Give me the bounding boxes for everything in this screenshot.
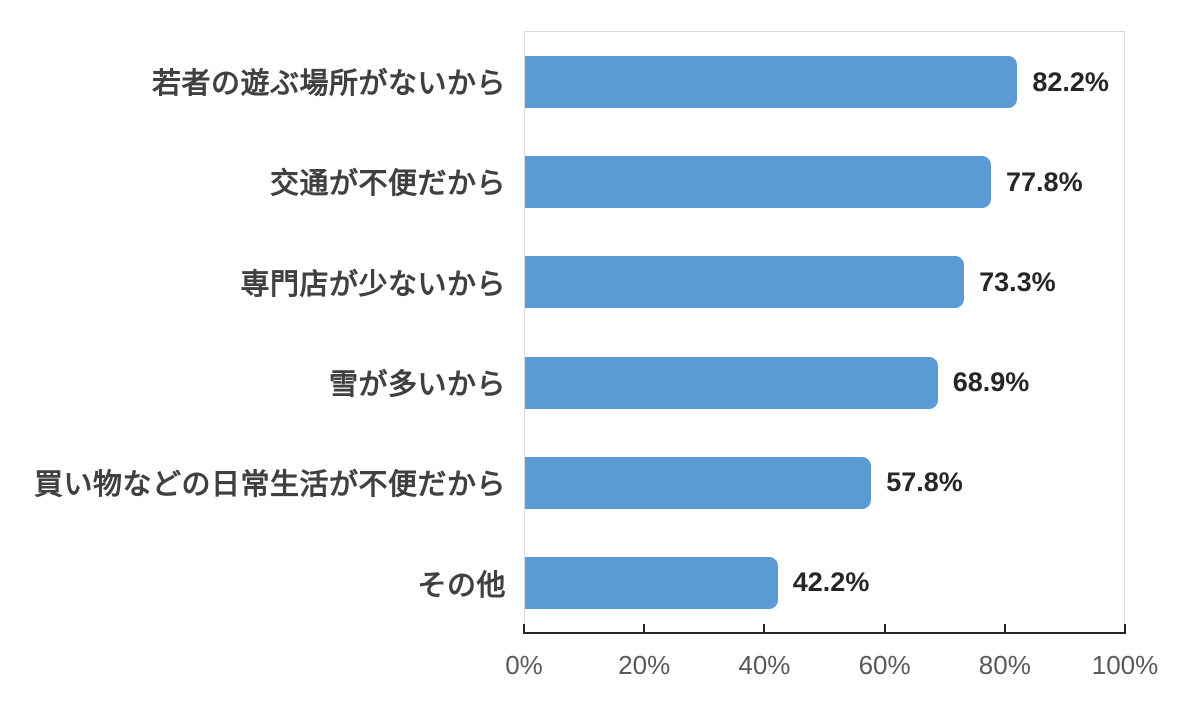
- bar: [525, 356, 938, 409]
- data-label: 68.9%: [952, 367, 1030, 398]
- bar: [525, 156, 992, 209]
- bar-row: 82.2%: [525, 32, 1124, 132]
- bar: [525, 456, 872, 509]
- bar: [525, 256, 965, 309]
- x-axis-tick: [763, 624, 766, 632]
- x-axis-tick: [1003, 624, 1006, 632]
- bar-row: 57.8%: [525, 433, 1124, 533]
- x-tick-label: 20%: [618, 650, 671, 680]
- x-axis-tick: [883, 624, 886, 632]
- data-label: 42.2%: [792, 567, 870, 598]
- x-tick-label: 80%: [978, 650, 1031, 680]
- x-axis-tick: [523, 624, 525, 632]
- plot-area: 82.2% 77.8% 73.3% 68.9% 57.8% 42.2%: [524, 31, 1125, 633]
- data-label: 77.8%: [1006, 166, 1083, 197]
- category-label: 交通が不便だから: [269, 168, 506, 201]
- x-tick-label: 40%: [738, 650, 791, 680]
- category-label: 専門店が少ないから: [240, 268, 506, 301]
- data-label: 82.2%: [1032, 66, 1109, 97]
- x-axis-labels: 0% 20% 40% 60% 80% 100%: [505, 650, 1158, 686]
- category-label: その他: [417, 569, 506, 602]
- bar: [525, 556, 778, 609]
- data-label: 73.3%: [979, 266, 1056, 297]
- x-axis-tick: [643, 624, 646, 632]
- data-label: 57.8%: [886, 467, 963, 498]
- bar-row: 73.3%: [525, 232, 1124, 332]
- x-axis-line: [523, 632, 1126, 634]
- bar-row: 77.8%: [525, 132, 1124, 232]
- x-tick-label: 100%: [1091, 650, 1159, 680]
- x-tick-label: 0%: [505, 650, 543, 680]
- bar-row: 68.9%: [525, 333, 1124, 433]
- x-tick-label: 60%: [858, 650, 911, 680]
- bar: [525, 56, 1018, 109]
- category-label: 雪が多いから: [328, 369, 506, 402]
- category-axis: 若者の遊ぶ場所がないから交通が不便だから専門店が少ないから雪が多いから買い物など…: [0, 31, 506, 633]
- bar-series: 82.2% 77.8% 73.3% 68.9% 57.8% 42.2%: [525, 32, 1124, 633]
- bar-row: 42.2%: [525, 533, 1124, 633]
- category-label: 買い物などの日常生活が不便だから: [33, 469, 506, 502]
- x-axis-tick: [1124, 624, 1126, 632]
- x-axis-ticks: [523, 624, 1126, 632]
- category-label: 若者の遊ぶ場所がないから: [151, 68, 506, 101]
